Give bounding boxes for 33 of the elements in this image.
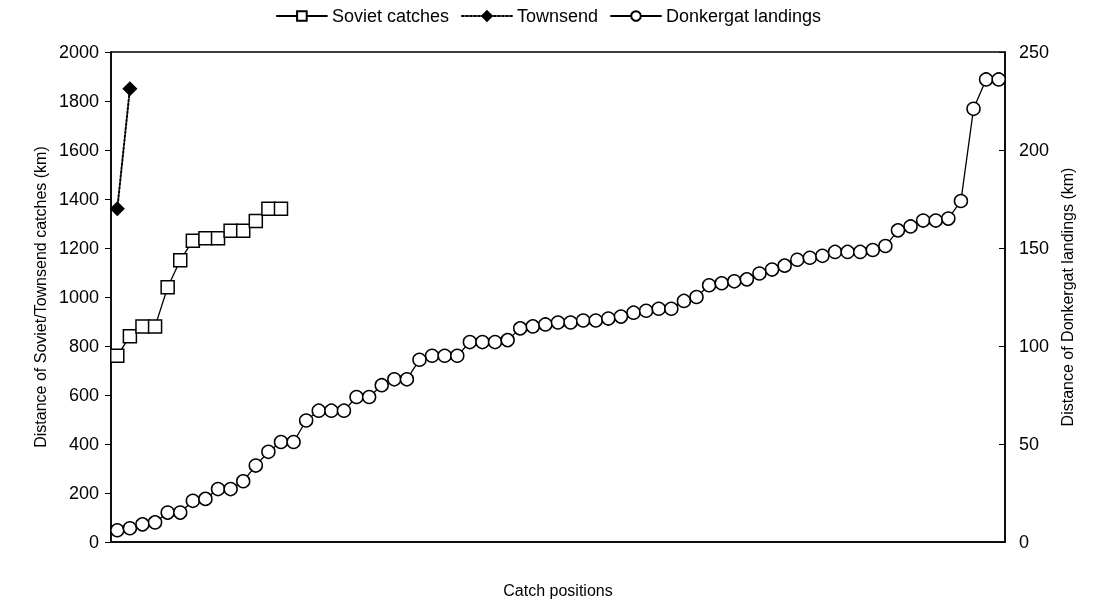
point [122,81,138,96]
point [160,279,175,295]
point [110,348,125,364]
y-tick-label: 1800 [58,91,99,111]
point [147,319,163,334]
y2-tick-label: 50 [1019,434,1040,454]
y-tick-label: 800 [68,336,99,356]
y-tick-label: 200 [68,483,99,503]
y2-tick-label: 0 [1019,532,1030,552]
y2-tick-label: 200 [1019,140,1050,160]
y2-axis-title: Distance of Donkergat landings (km) [1059,167,1077,427]
y-tick-label: 0 [88,532,99,552]
legend-label: Townsend [516,6,599,26]
legend-label: Donkergat landings [666,6,822,26]
point [273,201,289,217]
y-tick-label: 1200 [58,238,99,258]
point [110,201,125,217]
y2-tick-label: 150 [1019,238,1050,258]
y2-tick-label: 100 [1019,336,1050,356]
y-tick-label: 2000 [58,42,99,62]
y-tick-label: 1000 [58,287,99,307]
y-tick-label: 1400 [58,189,99,209]
point [135,319,150,334]
point [173,253,188,268]
x-axis-title: Catch positions [503,581,613,599]
y-axis-title: Distance of Soviet/Townsend catches (km) [31,146,49,448]
y2-tick-label: 250 [1019,42,1050,62]
y-tick-label: 600 [68,385,99,405]
y-tick-label: 1600 [58,140,99,160]
point [235,223,251,239]
legend-label: Soviet catches [331,6,449,26]
point [248,213,264,229]
y-tick-label: 400 [68,434,99,454]
